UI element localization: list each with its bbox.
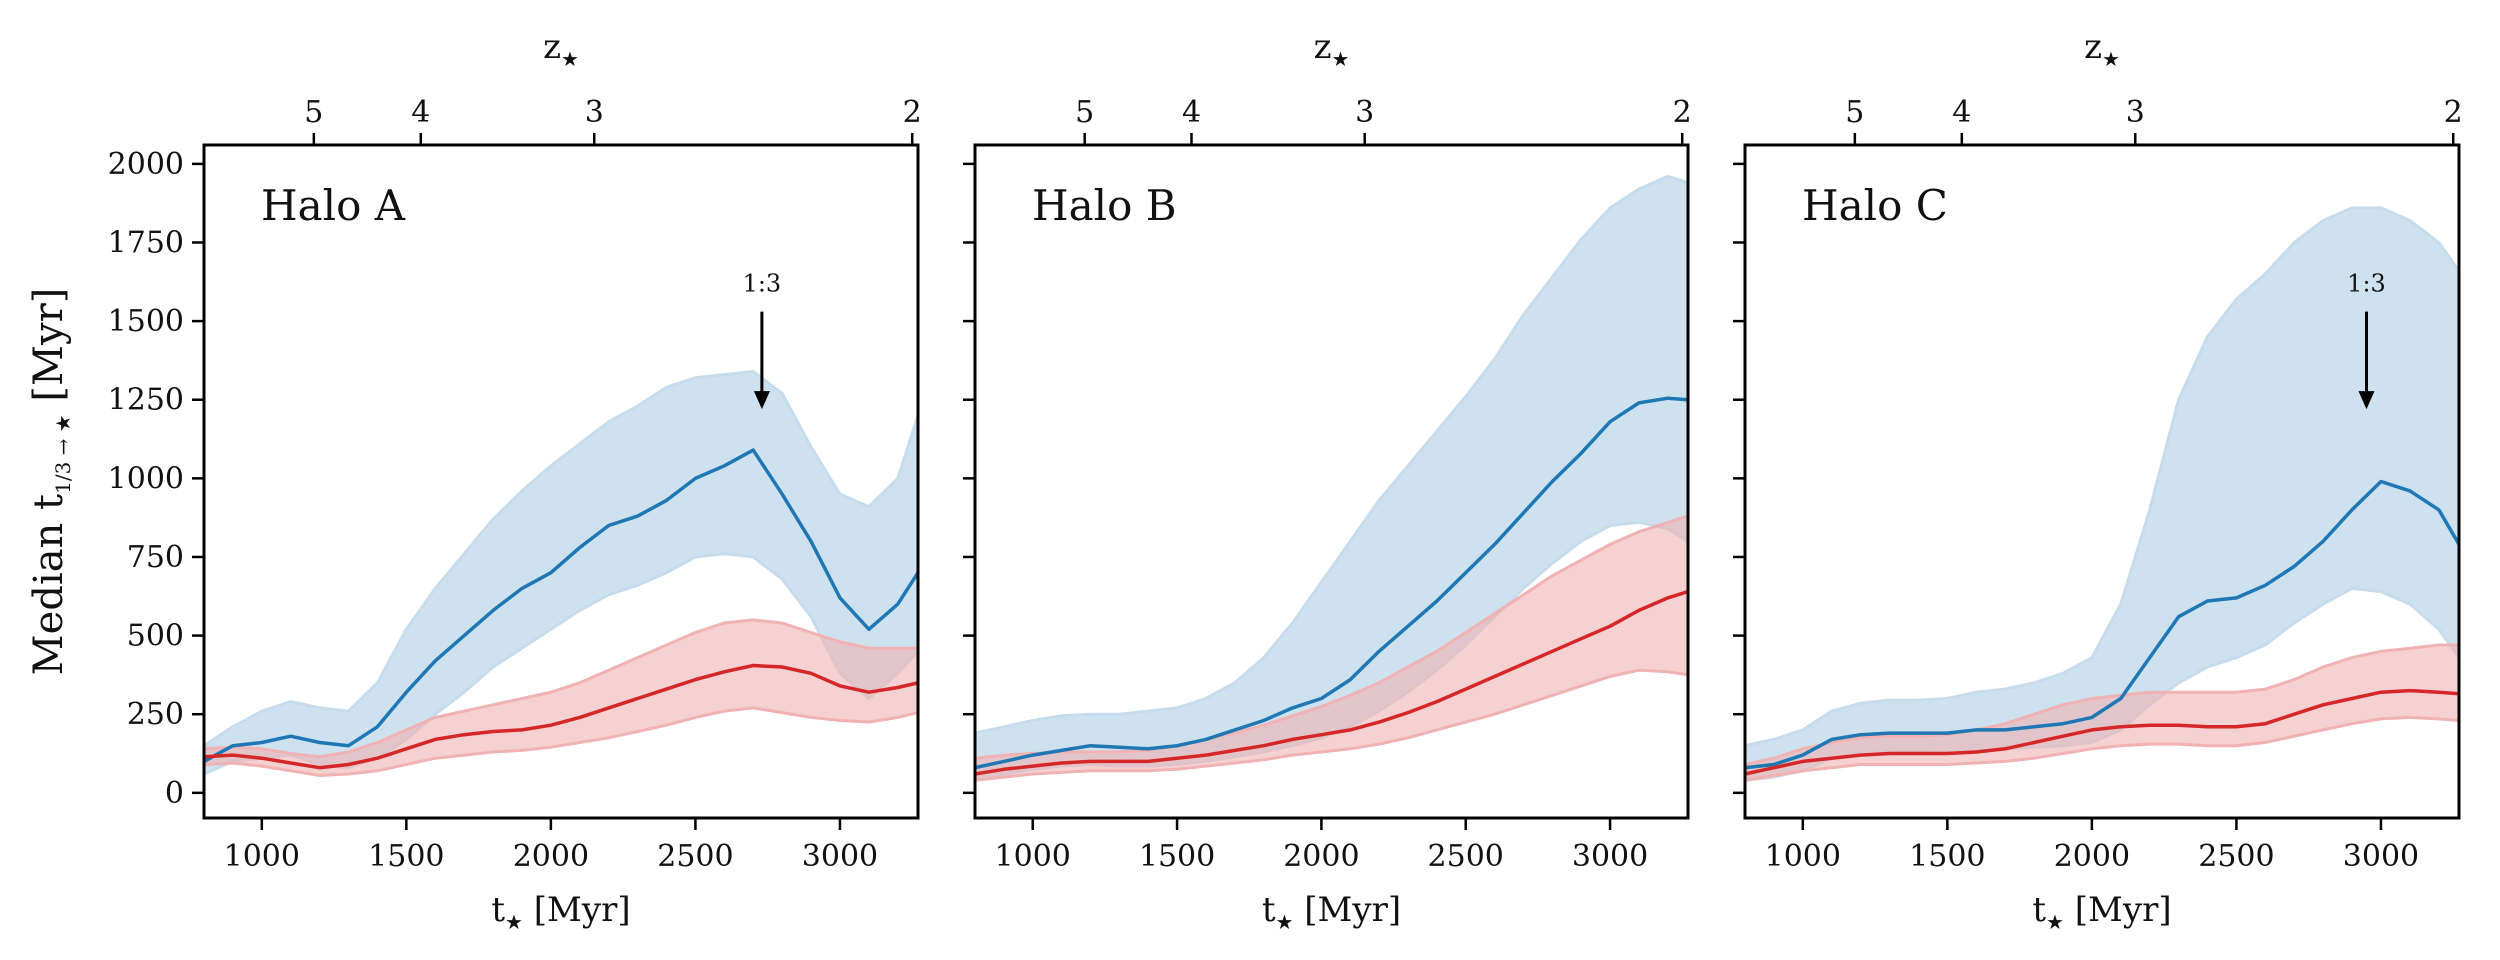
annotation-label: 1:3 xyxy=(743,270,782,298)
y-tick-label: 250 xyxy=(127,697,184,732)
y-tick-label: 1250 xyxy=(108,383,184,418)
red-median-line xyxy=(975,589,1688,776)
red-band xyxy=(204,618,918,778)
top-tick-label: 2 xyxy=(1673,95,1692,130)
top-tick-label: 4 xyxy=(411,95,430,130)
halo-label: Halo C xyxy=(1802,181,1948,230)
x-tick-label: 3000 xyxy=(1572,839,1648,874)
halo-label: Halo B xyxy=(1032,181,1177,230)
panel-1: 0 250 500 750 1000 1250 1500 1750 2000 1000 1500 20… xyxy=(108,27,922,934)
x-tick-label: 2000 xyxy=(1283,839,1359,874)
top-tick-label: 3 xyxy=(2126,95,2145,130)
top-tick-label: 4 xyxy=(1952,95,1971,130)
top-tick-label: 5 xyxy=(1845,95,1864,130)
y-tick-label: 1000 xyxy=(108,461,184,496)
x-tick-label: 3000 xyxy=(802,839,878,874)
top-axis-title: z★ xyxy=(1314,27,1350,71)
x-tick-label: 2500 xyxy=(2198,839,2274,874)
red-median-line xyxy=(1745,688,2459,776)
axes-frame xyxy=(202,143,920,820)
halo-label: Halo A xyxy=(261,181,406,230)
panel-2: 1000 1500 2000 2500 3000 t★ [Myr] 5 4 3 2 z★ Halo B xyxy=(963,27,1692,934)
y-tick-label: 500 xyxy=(127,619,184,654)
x-tick-label: 1000 xyxy=(224,839,300,874)
x-tick-label: 1000 xyxy=(1765,839,1841,874)
x-tick-label: 2000 xyxy=(513,839,589,874)
top-axis-title: z★ xyxy=(543,27,579,71)
x-tick-label: 2000 xyxy=(2054,839,2130,874)
annotation-label: 1:3 xyxy=(2347,270,2386,298)
top-axis-title: z★ xyxy=(2084,27,2120,71)
x-tick-label: 2500 xyxy=(1428,839,1504,874)
y-tick-label: 2000 xyxy=(108,147,184,182)
panel-3: 1000 1500 2000 2500 3000 t★ [Myr] 5 4 3 2 z★ Halo C… xyxy=(1733,27,2463,934)
annotation-arrow-head xyxy=(753,391,770,410)
blue-median-line xyxy=(204,448,918,763)
x-tick-label: 1500 xyxy=(1909,839,1985,874)
x-axis-title: t★ [Myr] xyxy=(1262,890,1401,934)
top-tick-label: 5 xyxy=(1075,95,1094,130)
x-tick-label: 1000 xyxy=(995,839,1071,874)
blue-median-line xyxy=(975,396,1688,770)
x-tick-label: 1500 xyxy=(1139,839,1215,874)
annotation-arrow-head xyxy=(2358,391,2375,410)
top-tick-label: 5 xyxy=(304,95,323,130)
axes-frame xyxy=(973,143,1690,820)
y-axis-title: Median t1/3 → ★ [Myr] xyxy=(26,288,75,676)
y-tick-label: 1500 xyxy=(108,304,184,339)
x-axis-title: t★ [Myr] xyxy=(2032,890,2171,934)
x-tick-label: 2500 xyxy=(657,839,733,874)
top-tick-label: 3 xyxy=(585,95,604,130)
x-tick-label: 3000 xyxy=(2343,839,2419,874)
top-tick-label: 4 xyxy=(1182,95,1201,130)
plot-area xyxy=(975,174,1688,782)
top-tick-label: 3 xyxy=(1355,95,1374,130)
plot-area xyxy=(1745,206,2459,782)
y-tick-label: 1750 xyxy=(108,225,184,260)
x-tick-label: 1500 xyxy=(368,839,444,874)
blue-median-line xyxy=(1745,479,2459,770)
plot-area xyxy=(204,369,918,778)
blue-band xyxy=(975,174,1688,782)
top-tick-label: 2 xyxy=(2444,95,2463,130)
y-tick-label: 0 xyxy=(165,776,184,811)
axes-frame xyxy=(1743,143,2461,820)
red-median-line xyxy=(204,663,918,770)
top-tick-label: 2 xyxy=(903,95,922,130)
x-axis-title: t★ [Myr] xyxy=(491,890,630,934)
y-tick-label: 750 xyxy=(127,540,184,575)
